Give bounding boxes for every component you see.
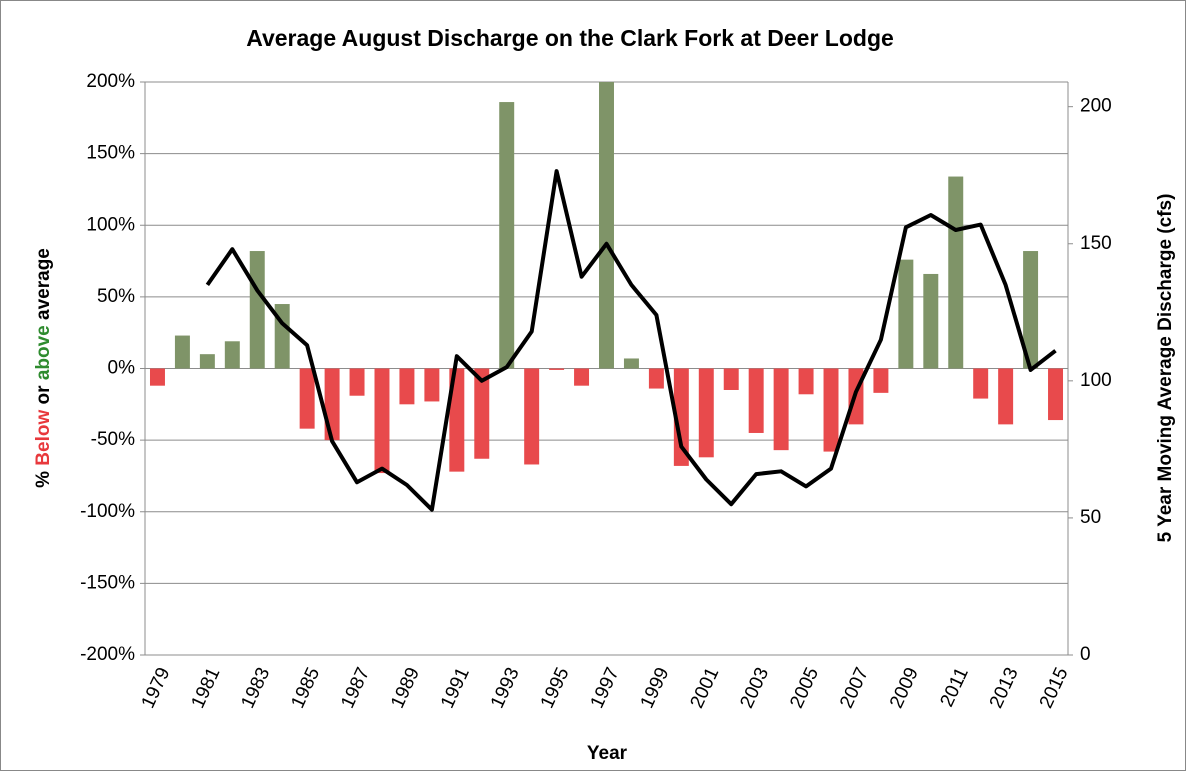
bar (149, 368, 165, 386)
y-tick-label: -200% (80, 644, 135, 665)
y-tick-label: 150% (86, 143, 135, 164)
bar (1023, 251, 1039, 369)
y-tick-label: -100% (80, 501, 135, 522)
bar (898, 259, 914, 369)
y-tick-label: -150% (80, 572, 135, 593)
y-axis-title: % Below or above average (33, 248, 54, 488)
bar (349, 368, 365, 396)
moving-average-line (205, 169, 1057, 512)
y2-tick-label: 50 (1080, 507, 1101, 528)
bar (249, 251, 265, 369)
y-tick-label: 200% (86, 71, 135, 92)
y2-tick-label: 200 (1080, 96, 1112, 117)
y-tick-label: -50% (91, 429, 135, 450)
bar (424, 368, 440, 402)
bar (399, 368, 415, 405)
bar (748, 368, 764, 433)
bar (798, 368, 814, 395)
bar (773, 368, 789, 451)
y-axis-title-part: % (33, 466, 54, 488)
bar (574, 368, 590, 386)
y-tick-label: 0% (108, 358, 136, 379)
bar (299, 368, 315, 429)
bar (973, 368, 989, 399)
bar (948, 176, 964, 369)
y-tick-label: 50% (97, 286, 135, 307)
bar (199, 354, 215, 369)
bar (673, 368, 689, 466)
bar (174, 335, 190, 369)
y2-tick-label: 100 (1080, 370, 1112, 391)
bar (1048, 368, 1064, 421)
bar (449, 368, 465, 472)
bar (998, 368, 1014, 425)
bar (224, 341, 240, 369)
bar (524, 368, 540, 465)
y2-axis-title: 5 Year Moving Average Discharge (cfs) (1155, 194, 1176, 543)
bar (823, 368, 839, 452)
chart-title: Average August Discharge on the Clark Fo… (246, 25, 894, 51)
bar (549, 368, 565, 370)
y-tick-label: 100% (86, 214, 135, 235)
y2-tick-label: 150 (1080, 233, 1112, 254)
bar (873, 368, 889, 393)
bar (324, 368, 340, 441)
bar (474, 368, 490, 459)
y-axis-title-part: Below (33, 410, 54, 466)
y-axis-title-part: above (33, 325, 54, 380)
bar (698, 368, 714, 458)
y2-tick-label: 0 (1080, 644, 1091, 665)
bar (723, 368, 739, 390)
bar (623, 358, 639, 369)
bar (499, 102, 515, 369)
x-axis-title: Year (587, 743, 628, 764)
bar (599, 82, 614, 369)
bar (923, 273, 939, 369)
bar (374, 368, 390, 474)
y-axis-title-part: average (33, 248, 54, 325)
bar (648, 368, 664, 389)
y-axis-title-part: or (33, 380, 54, 410)
